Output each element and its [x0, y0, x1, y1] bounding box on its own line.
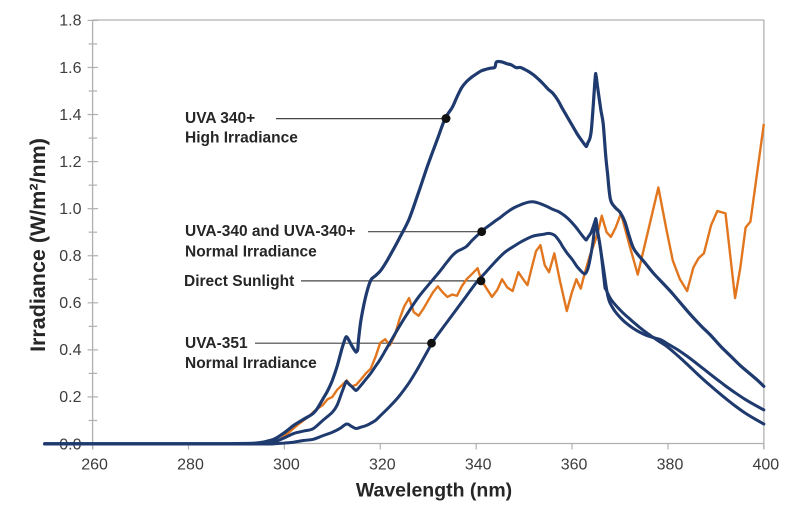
svg-text:Normal Irradiance: Normal Irradiance	[185, 244, 317, 261]
svg-text:400: 400	[752, 456, 779, 473]
svg-text:340: 340	[465, 456, 492, 473]
svg-text:Normal Irradiance: Normal Irradiance	[185, 355, 317, 372]
svg-text:Irradiance (W/m²/nm): Irradiance (W/m²/nm)	[26, 138, 50, 352]
svg-text:1.8: 1.8	[59, 13, 81, 30]
svg-text:380: 380	[657, 456, 684, 473]
svg-text:280: 280	[177, 456, 204, 473]
svg-text:High Irradiance: High Irradiance	[185, 130, 298, 147]
svg-text:UVA-340 and UVA-340+: UVA-340 and UVA-340+	[185, 223, 355, 240]
svg-text:360: 360	[561, 456, 588, 473]
svg-text:0.2: 0.2	[59, 389, 81, 406]
svg-text:UVA-351: UVA-351	[185, 335, 248, 352]
svg-text:300: 300	[273, 456, 300, 473]
svg-text:1.2: 1.2	[59, 154, 81, 171]
svg-text:0.4: 0.4	[59, 342, 81, 359]
svg-text:Wavelength (nm): Wavelength (nm)	[356, 480, 512, 502]
svg-text:260: 260	[81, 456, 108, 473]
svg-text:Direct Sunlight: Direct Sunlight	[184, 273, 294, 290]
svg-text:320: 320	[369, 456, 396, 473]
svg-text:1.0: 1.0	[59, 201, 81, 218]
svg-text:1.6: 1.6	[59, 60, 81, 77]
svg-text:0.6: 0.6	[59, 295, 81, 312]
svg-text:1.4: 1.4	[59, 107, 81, 124]
svg-text:UVA 340+: UVA 340+	[185, 110, 255, 127]
svg-text:0.8: 0.8	[59, 248, 81, 265]
